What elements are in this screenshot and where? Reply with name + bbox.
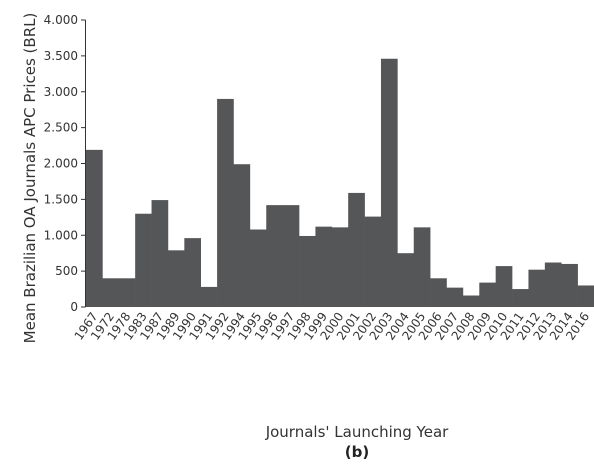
y-axis-title: Mean Brazilian OA Journals APC Prices (B…	[21, 13, 39, 344]
y-tick-label: 0	[70, 300, 78, 314]
bar-1992	[217, 98, 234, 307]
y-tick-label: 3.000	[44, 85, 78, 99]
bar-1995	[249, 229, 267, 307]
y-tick-label: 500	[55, 264, 78, 278]
bar-1989	[167, 250, 185, 307]
y-tick-label: 2.500	[44, 121, 78, 135]
bar-2004	[397, 253, 415, 307]
bar-1996	[266, 205, 283, 307]
y-tick-label: 4.000	[44, 13, 78, 27]
y-axis-ticks: 0 500 1.000 1.500 2.000 2.500 3.000 3.500 4.000	[44, 13, 86, 314]
y-tick-label: 3.500	[44, 49, 78, 63]
bar-1978	[118, 278, 136, 307]
y-tick-label: 1.000	[44, 228, 78, 242]
bar-2013	[544, 262, 562, 307]
y-tick-label: 1.500	[44, 192, 78, 206]
bar-2006	[430, 278, 447, 307]
bar-1990	[184, 238, 202, 307]
bars-group	[86, 58, 594, 308]
bar-2005	[413, 227, 431, 307]
bar-1987	[151, 200, 169, 307]
bar-1997	[282, 205, 300, 307]
bar-2016	[577, 285, 594, 307]
x-axis-ticks: 1967197219781983198719891990199119921994…	[72, 310, 593, 343]
bar-2001	[348, 192, 365, 307]
bar-1998	[299, 235, 316, 307]
bar-2008	[462, 295, 480, 307]
bar-1967	[86, 149, 103, 307]
bar-2012	[528, 269, 546, 307]
bar-2011	[512, 289, 529, 307]
bar-1972	[102, 278, 120, 307]
y-tick-label: 2.000	[44, 157, 78, 171]
bar-2014	[561, 263, 578, 307]
bar-1983	[135, 213, 152, 307]
bar-1991	[200, 286, 218, 307]
panel-label: (b)	[345, 443, 369, 461]
bar-2000	[331, 227, 349, 307]
bar-2007	[446, 287, 464, 307]
bar-2009	[479, 282, 496, 307]
bar-1999	[315, 226, 333, 307]
bar-1994	[233, 164, 251, 307]
bar-2003	[380, 58, 398, 308]
bar-2010	[495, 266, 513, 307]
x-axis-title: Journals' Launching Year	[265, 423, 449, 441]
bar-2002	[364, 216, 382, 307]
